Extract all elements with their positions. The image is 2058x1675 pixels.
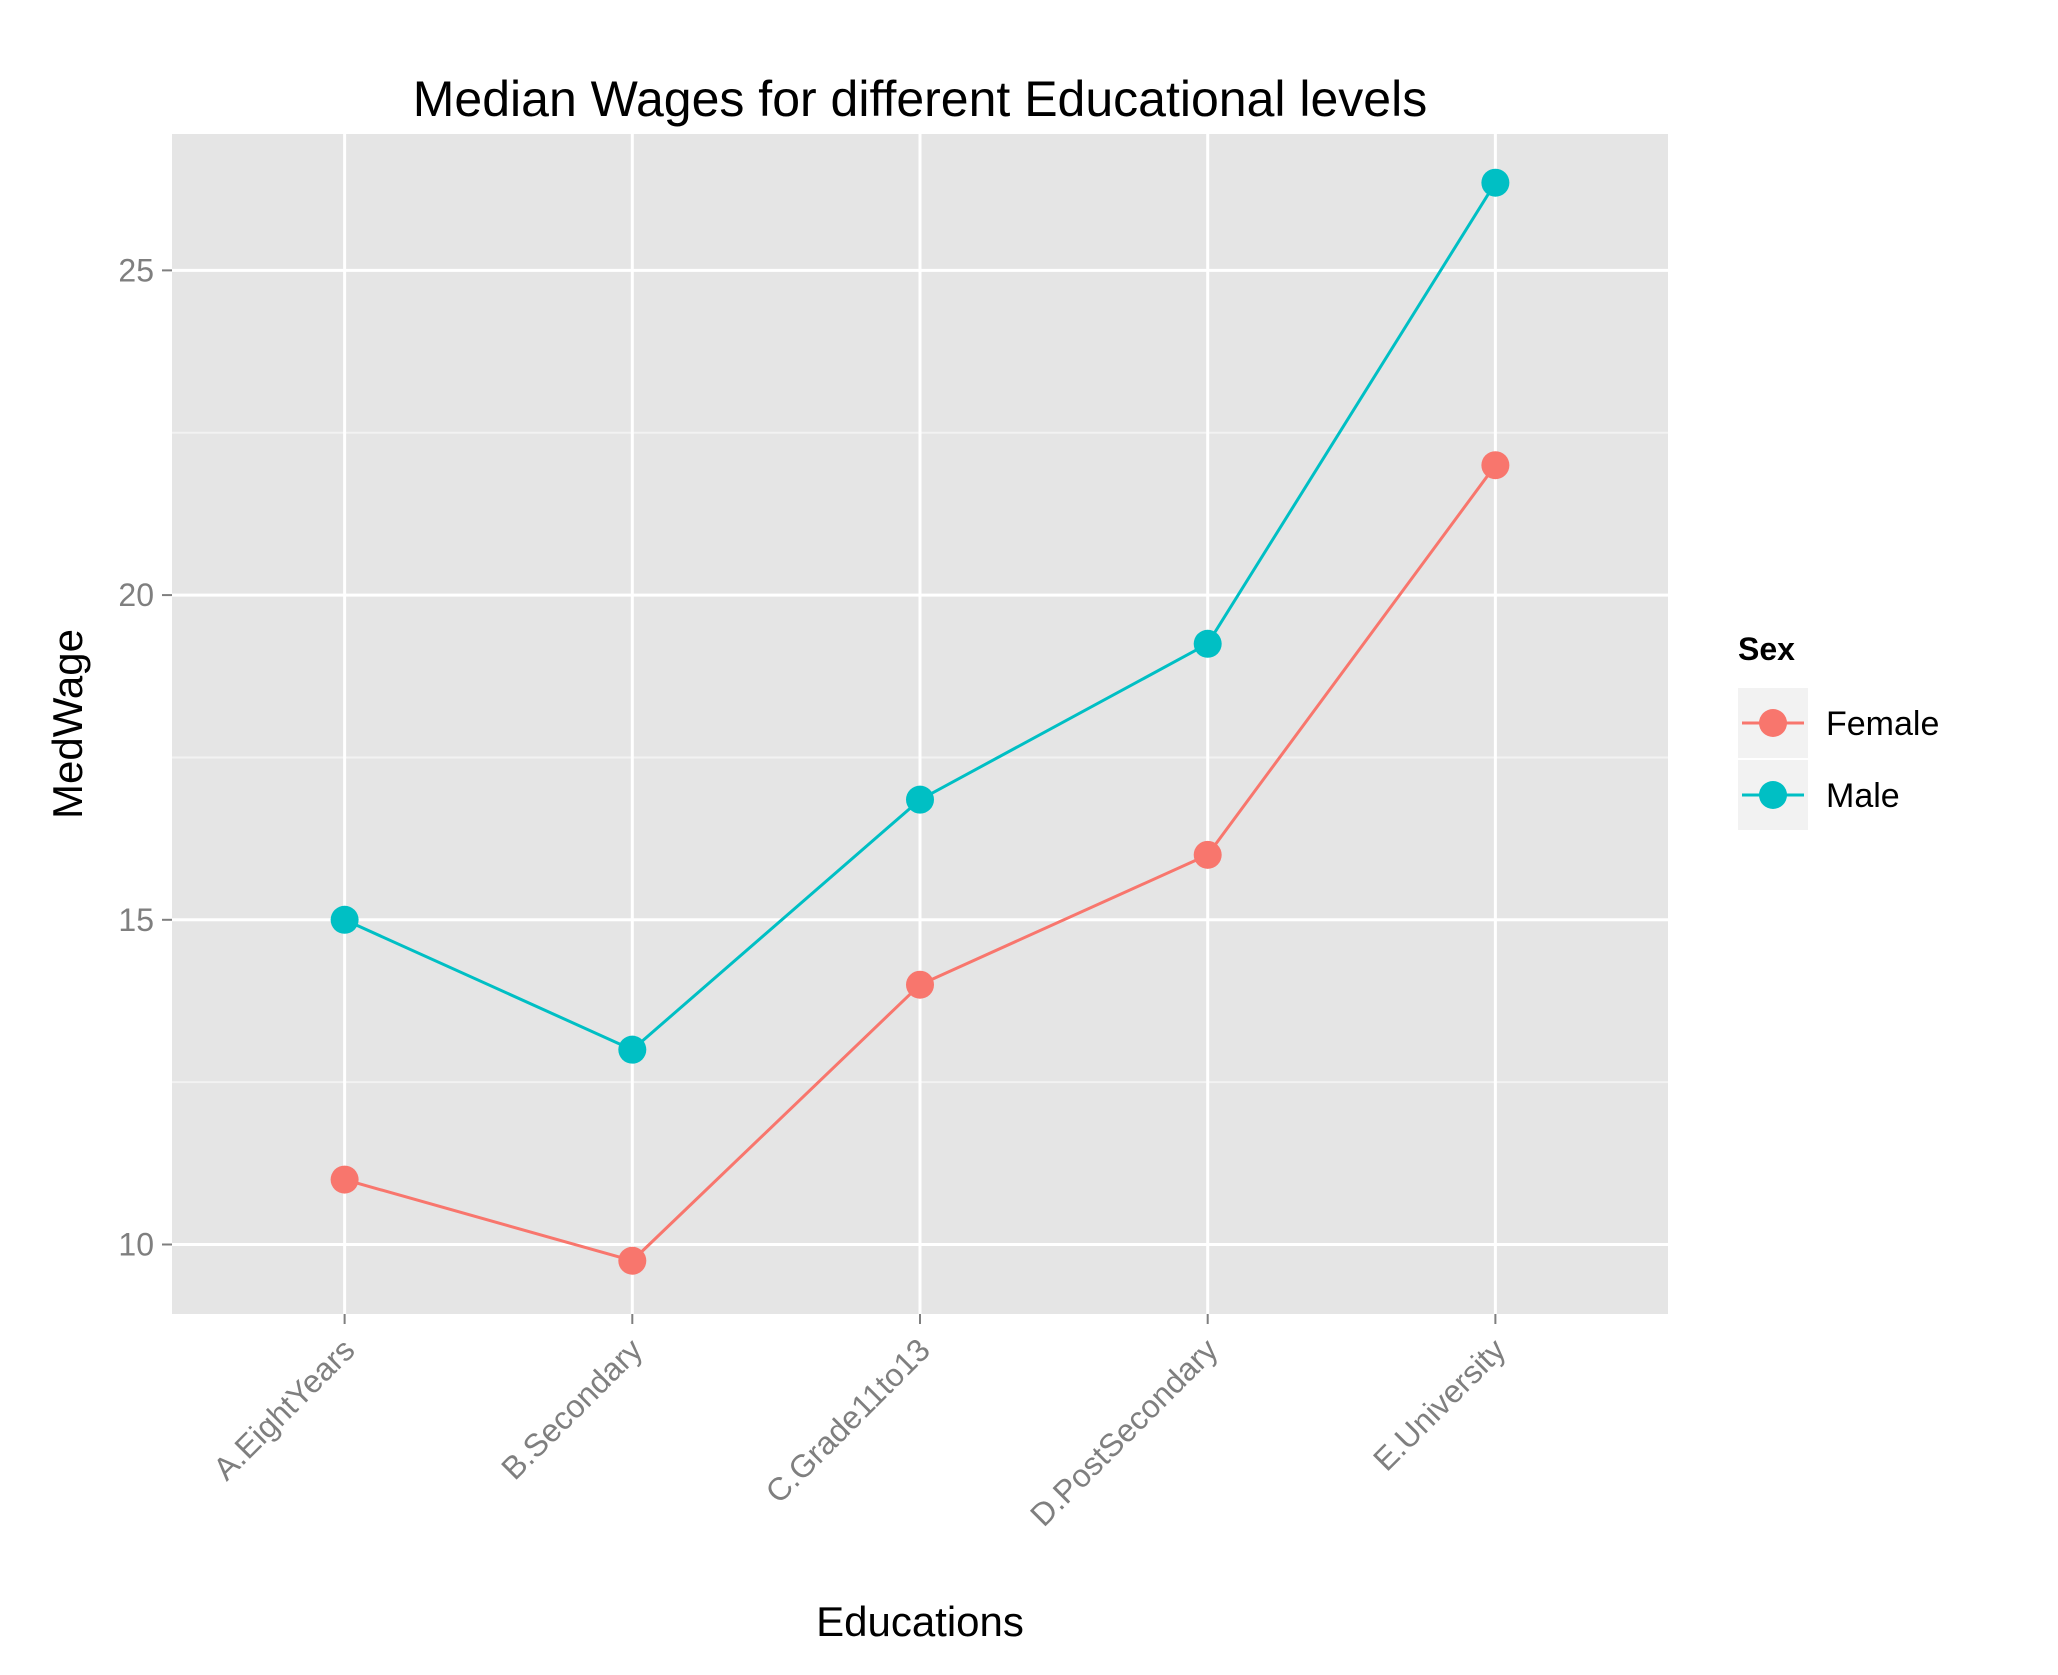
point-male-1 [618, 1035, 647, 1064]
point-female-2 [906, 970, 934, 999]
point-female-0 [330, 1165, 359, 1194]
point-male-4 [1481, 168, 1510, 197]
x-tick-label: C.Grade11to13 [758, 1331, 937, 1510]
x-tick-label: B.Secondary [494, 1331, 649, 1486]
point-male-2 [906, 785, 934, 814]
legend-title: Sex [1738, 631, 1795, 667]
x-tick-label: D.PostSecondary [1023, 1331, 1225, 1533]
chart-title: Median Wages for different Educational l… [413, 71, 1427, 127]
point-male-0 [330, 905, 359, 934]
legend-key-point [1759, 709, 1787, 737]
y-tick-label: 15 [118, 902, 154, 938]
point-male-3 [1193, 629, 1222, 658]
point-female-3 [1193, 840, 1222, 869]
legend-label-female: Female [1826, 705, 1939, 743]
x-tick-label: A.EightYears [206, 1331, 361, 1486]
point-female-4 [1481, 451, 1510, 480]
legend-label-male: Male [1826, 777, 1900, 815]
y-tick-label: 20 [118, 577, 154, 613]
y-axis-title: MedWage [44, 629, 91, 819]
y-axis: 10 15 20 25 [118, 252, 172, 1263]
legend-key-point [1759, 781, 1787, 809]
x-axis: A.EightYears B.Secondary C.Grade11to13 D.Po… [206, 1314, 1512, 1533]
legend: Sex Female Male [1738, 631, 1939, 830]
major-gridlines [172, 134, 1668, 1314]
x-axis-title: Educations [816, 1598, 1024, 1645]
series-layer [330, 168, 1510, 1275]
point-female-1 [618, 1246, 647, 1275]
y-tick-label: 10 [118, 1227, 154, 1263]
y-tick-label: 25 [118, 252, 154, 288]
x-tick-label: E.University [1366, 1331, 1512, 1477]
